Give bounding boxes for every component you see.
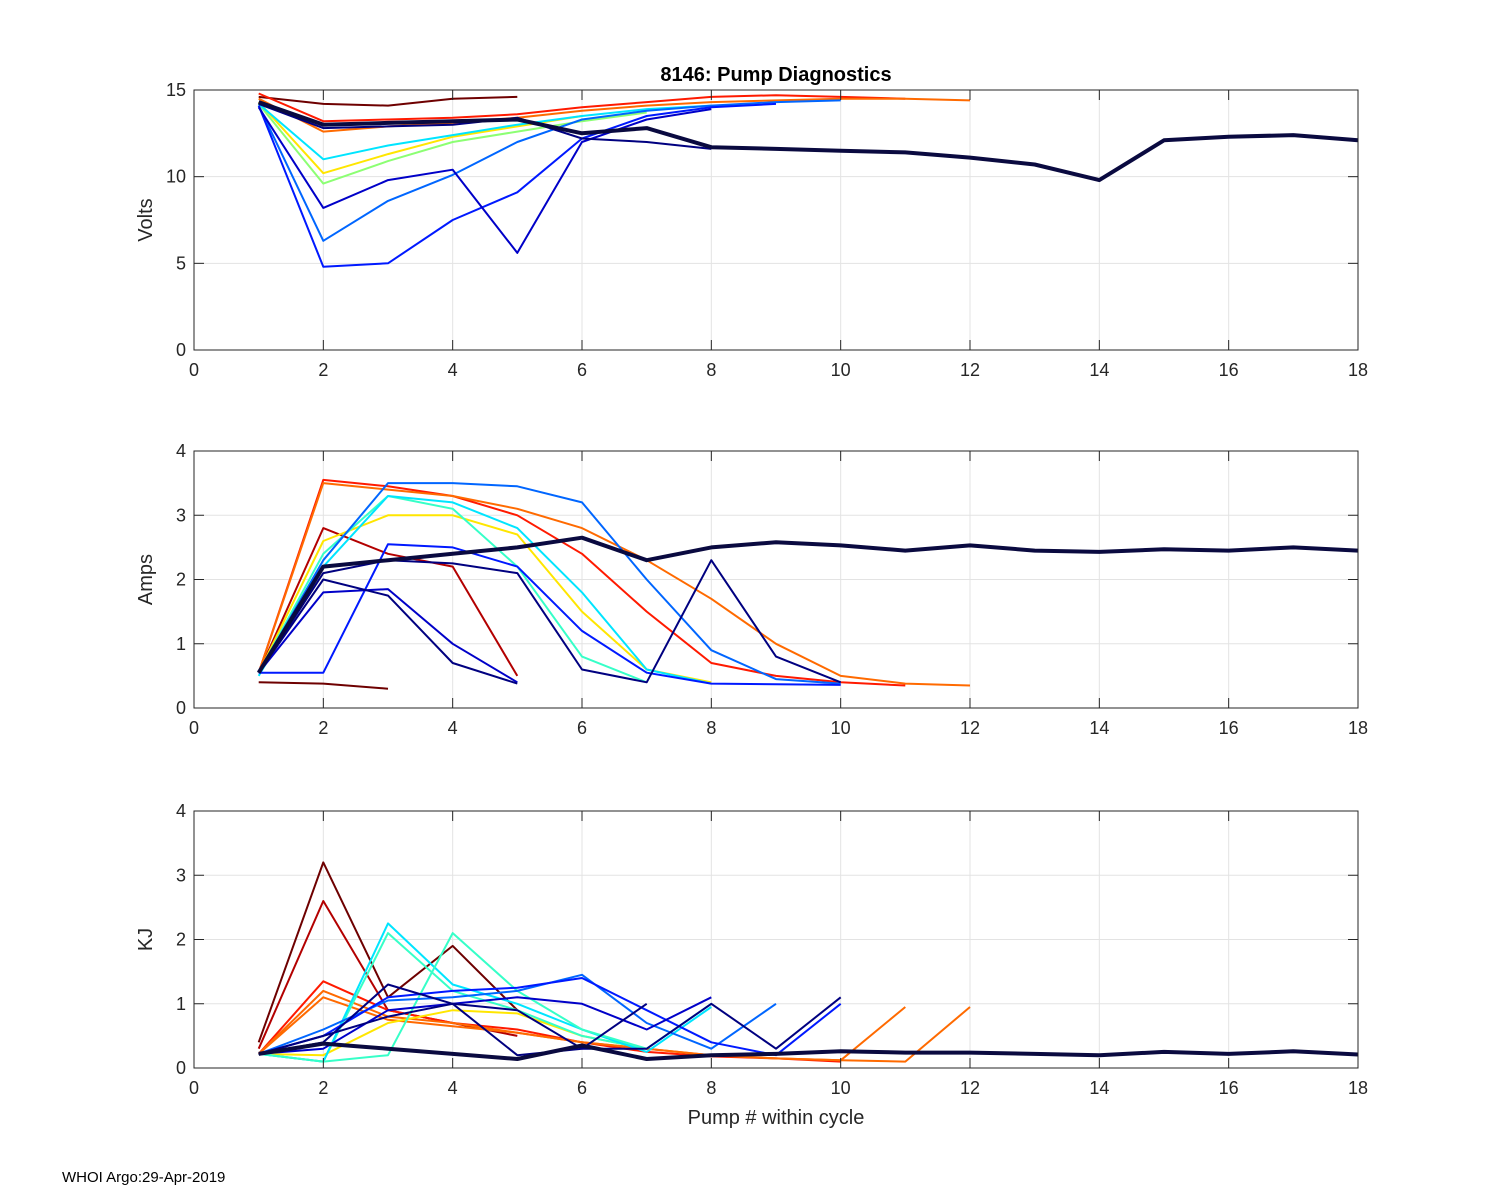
amps-highlight-cycle-line xyxy=(256,535,1359,674)
kj-xtick-label: 8 xyxy=(706,1078,716,1098)
volts-ytick-label: 5 xyxy=(176,253,186,273)
volts-xtick-label: 0 xyxy=(189,360,199,380)
volts-xtick-label: 18 xyxy=(1348,360,1368,380)
chart-title: 8146: Pump Diagnostics xyxy=(660,64,891,86)
volts-xtick-label: 16 xyxy=(1219,360,1239,380)
volts-grid xyxy=(194,90,1358,350)
kj-ylabel: KJ xyxy=(135,928,157,951)
volts-cycle-group-8-line xyxy=(257,102,777,268)
volts-xtick-label: 12 xyxy=(960,360,980,380)
kj-xtick-label: 4 xyxy=(448,1078,458,1098)
kj-ytick-label: 0 xyxy=(176,1058,186,1078)
volts-cycle-group-5-line xyxy=(257,103,647,185)
amps-cycle-group-9-line xyxy=(258,543,841,686)
amps-cycle-group-6-line xyxy=(257,495,648,684)
amps-ytick-label: 3 xyxy=(176,505,186,525)
volts-cycle-group-2-line xyxy=(258,92,906,123)
volts-xtick-label: 14 xyxy=(1089,360,1109,380)
kj-xtick-label: 16 xyxy=(1219,1078,1239,1098)
volts-cycle-group-1-line xyxy=(258,95,518,107)
kj-xtick-label: 6 xyxy=(577,1078,587,1098)
amps-cycle-group-7-line xyxy=(257,495,712,685)
kj-cycle-group-11-line xyxy=(258,977,842,1057)
amps-xtick-label: 10 xyxy=(831,718,851,738)
volts-tick-labels: 0 2 4 6 8 10 12 14 16 18 0 5 10 15 xyxy=(166,80,1368,380)
kj-xtick-label: 10 xyxy=(831,1078,851,1098)
volts-ylabel: Volts xyxy=(135,198,157,241)
kj-xtick-label: 18 xyxy=(1348,1078,1368,1098)
volts-series xyxy=(257,92,1359,268)
volts-cycle-group-9-line xyxy=(257,106,712,254)
amps-ylabel: Amps xyxy=(135,554,157,605)
amps-cycle-group-12-line xyxy=(257,559,842,684)
volts-xtick-label: 6 xyxy=(577,360,587,380)
amps-cycle-group-1-line xyxy=(258,681,389,690)
kj-xtick-label: 0 xyxy=(189,1078,199,1098)
amps-xtick-label: 12 xyxy=(960,718,980,738)
amps-ytick-label: 4 xyxy=(176,441,186,461)
amps-cycle-group-2-line xyxy=(257,527,519,677)
amps-cycle-group-3-line xyxy=(257,478,906,687)
amps-grid xyxy=(194,451,1358,708)
volts-cycle-group-6-line xyxy=(258,103,712,161)
kj-cycle-group-13-line xyxy=(258,996,842,1055)
kj-ytick-label: 1 xyxy=(176,994,186,1014)
volts-xtick-label: 4 xyxy=(448,360,458,380)
amps-ytick-label: 0 xyxy=(176,698,186,718)
amps-cycle-group-4-line xyxy=(257,482,971,687)
volts-axes-frame xyxy=(193,89,1359,351)
amps-xtick-label: 4 xyxy=(448,718,458,738)
footer-source-label: WHOI Argo:29-Apr-2019 xyxy=(62,1169,226,1186)
amps-xtick-label: 0 xyxy=(189,718,199,738)
kj-cycle-group-10-line xyxy=(258,973,777,1055)
amps-cycle-group-8-line xyxy=(257,482,841,685)
volts-cycle-group-4-line xyxy=(257,101,583,175)
volts-cycle-group-7-line xyxy=(257,99,841,242)
volts-xtick-label: 2 xyxy=(318,360,328,380)
amps-ytick-label: 1 xyxy=(176,634,186,654)
volts-ytick-label: 0 xyxy=(176,340,186,360)
amps-xtick-label: 18 xyxy=(1348,718,1368,738)
amps-series xyxy=(256,478,1359,690)
volts-highlight-cycle-line xyxy=(258,100,1359,183)
volts-xtick-label: 10 xyxy=(831,360,851,380)
kj-grid xyxy=(194,811,1358,1068)
volts-xtick-label: 8 xyxy=(706,360,716,380)
amps-xtick-label: 16 xyxy=(1219,718,1239,738)
kj-ytick-label: 3 xyxy=(176,865,186,885)
amps-cycle-group-10-line xyxy=(257,588,518,684)
volts-ytick-label: 10 xyxy=(166,167,186,187)
amps-xtick-label: 6 xyxy=(577,718,587,738)
kj-xtick-label: 14 xyxy=(1089,1078,1109,1098)
kj-series xyxy=(257,861,1359,1063)
amps-xtick-label: 14 xyxy=(1089,718,1109,738)
kj-ytick-label: 2 xyxy=(176,930,186,950)
kj-xlabel: Pump # within cycle xyxy=(688,1107,865,1129)
amps-xtick-label: 8 xyxy=(706,718,716,738)
kj-xtick-label: 12 xyxy=(960,1078,980,1098)
volts-ytick-label: 15 xyxy=(166,80,186,100)
kj-xtick-label: 2 xyxy=(318,1078,328,1098)
amps-xtick-label: 2 xyxy=(318,718,328,738)
kj-highlight-cycle-line xyxy=(258,1041,1359,1061)
kj-cycle-group-12-line xyxy=(258,996,712,1055)
amps-ytick-label: 2 xyxy=(176,570,186,590)
amps-cycle-group-11-line xyxy=(257,578,518,685)
volts-panel: 0 2 4 6 8 10 12 14 16 18 0 5 10 15 Volts xyxy=(135,80,1368,380)
kj-ytick-label: 4 xyxy=(176,801,186,821)
amps-cycle-group-5-line xyxy=(257,514,712,684)
